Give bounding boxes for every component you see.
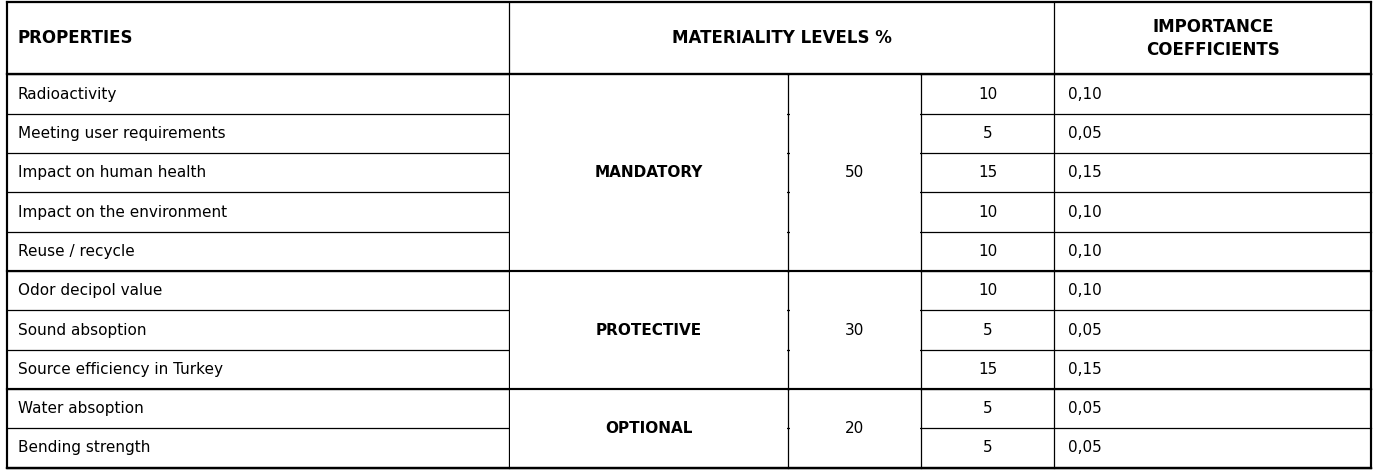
Text: Bending strength: Bending strength <box>18 440 150 455</box>
Text: MANDATORY: MANDATORY <box>594 165 703 180</box>
Text: 0,10: 0,10 <box>1068 86 1102 102</box>
Text: PROPERTIES: PROPERTIES <box>18 30 134 47</box>
Text: 0,10: 0,10 <box>1068 283 1102 298</box>
Text: 0,10: 0,10 <box>1068 204 1102 219</box>
Text: Source efficiency in Turkey: Source efficiency in Turkey <box>18 362 223 377</box>
Text: 15: 15 <box>978 362 998 377</box>
Text: 0,05: 0,05 <box>1068 126 1102 141</box>
Text: Odor decipol value: Odor decipol value <box>18 283 163 298</box>
Text: 5: 5 <box>983 322 992 337</box>
Text: 50: 50 <box>845 165 864 180</box>
Text: Meeting user requirements: Meeting user requirements <box>18 126 226 141</box>
Text: Reuse / recycle: Reuse / recycle <box>18 244 135 259</box>
Text: 0,15: 0,15 <box>1068 165 1102 180</box>
Text: Radioactivity: Radioactivity <box>18 86 117 102</box>
Text: 5: 5 <box>983 126 992 141</box>
Text: 10: 10 <box>978 204 998 219</box>
Bar <box>510 272 787 389</box>
Text: Water absoption: Water absoption <box>18 401 143 416</box>
Text: Impact on the environment: Impact on the environment <box>18 204 227 219</box>
Text: 10: 10 <box>978 86 998 102</box>
Bar <box>790 272 921 389</box>
Text: OPTIONAL: OPTIONAL <box>605 421 692 436</box>
Text: 15: 15 <box>978 165 998 180</box>
Bar <box>790 75 921 271</box>
Text: 20: 20 <box>845 421 864 436</box>
Text: 30: 30 <box>845 322 864 337</box>
Text: 0,05: 0,05 <box>1068 322 1102 337</box>
Bar <box>510 390 787 467</box>
Text: 0,10: 0,10 <box>1068 244 1102 259</box>
Text: 10: 10 <box>978 283 998 298</box>
Text: 0,05: 0,05 <box>1068 440 1102 455</box>
Text: PROTECTIVE: PROTECTIVE <box>595 322 701 337</box>
Bar <box>790 390 921 467</box>
Text: IMPORTANCE
COEFFICIENTS: IMPORTANCE COEFFICIENTS <box>1146 18 1280 58</box>
Text: 5: 5 <box>983 440 992 455</box>
Bar <box>510 75 787 271</box>
Text: MATERIALITY LEVELS %: MATERIALITY LEVELS % <box>671 30 892 47</box>
Text: Impact on human health: Impact on human health <box>18 165 207 180</box>
Text: 5: 5 <box>983 401 992 416</box>
Text: 0,15: 0,15 <box>1068 362 1102 377</box>
Text: Sound absoption: Sound absoption <box>18 322 146 337</box>
Text: 10: 10 <box>978 244 998 259</box>
Text: 0,05: 0,05 <box>1068 401 1102 416</box>
